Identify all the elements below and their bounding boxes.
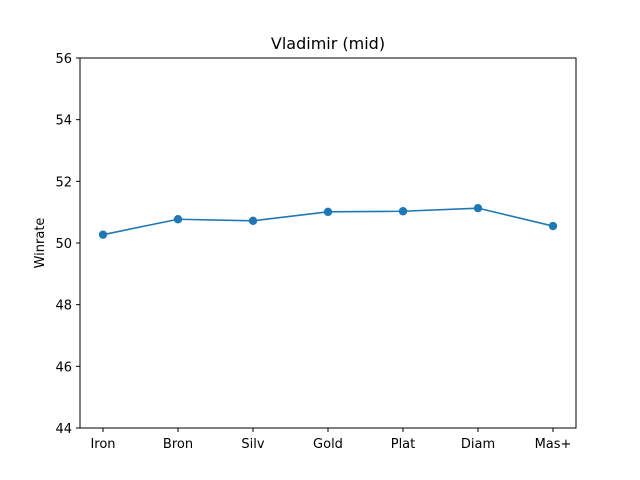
y-tick-label: 46 bbox=[55, 360, 72, 375]
y-tick-label: 44 bbox=[55, 422, 72, 437]
x-tick-label: Mas+ bbox=[535, 437, 572, 452]
y-axis-label: Winrate bbox=[33, 218, 48, 269]
data-point bbox=[398, 207, 408, 216]
x-tick-label: Gold bbox=[313, 437, 343, 452]
data-point bbox=[98, 230, 108, 239]
data-point bbox=[473, 203, 483, 213]
x-tick-label: Iron bbox=[90, 437, 115, 452]
x-axis: Iron Bron Silv Gold Plat Diam Mas+ bbox=[90, 428, 571, 452]
y-tick-label: 48 bbox=[55, 299, 72, 314]
x-tick-label: Diam bbox=[461, 437, 495, 452]
data-point bbox=[248, 216, 258, 225]
data-point bbox=[173, 215, 183, 224]
y-tick-label: 54 bbox=[55, 114, 72, 129]
x-tick-label: Silv bbox=[241, 437, 264, 452]
y-tick-label: 56 bbox=[55, 52, 72, 67]
data-point bbox=[548, 221, 558, 231]
series-layer bbox=[98, 203, 558, 239]
y-tick-label: 50 bbox=[55, 237, 72, 252]
x-tick-label: Bron bbox=[163, 437, 193, 452]
chart-title: Vladimir (mid) bbox=[271, 34, 385, 53]
data-point bbox=[323, 207, 333, 217]
x-tick-label: Plat bbox=[391, 437, 416, 452]
y-axis: 44 46 48 50 52 54 56 bbox=[55, 52, 80, 437]
y-tick-label: 52 bbox=[55, 175, 72, 190]
